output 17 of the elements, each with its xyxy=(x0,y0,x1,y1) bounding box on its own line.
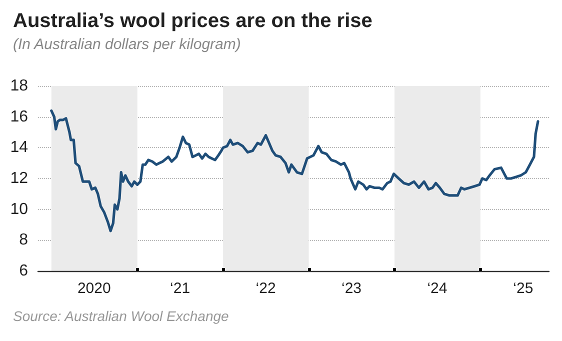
y-tick-label: 8 xyxy=(19,232,28,249)
y-tick-label: 12 xyxy=(10,170,28,187)
line-series xyxy=(50,109,540,232)
x-tick-label: ‘24 xyxy=(427,280,448,297)
x-tick-label: 2020 xyxy=(77,280,111,297)
y-tick-label: 16 xyxy=(10,108,28,126)
y-tick-label: 10 xyxy=(10,200,28,218)
x-tick-label: ‘22 xyxy=(256,280,276,297)
chart-title: Australia’s wool prices are on the rise xyxy=(13,10,372,32)
source-note: Source: Australian Wool Exchange xyxy=(13,308,230,324)
y-tick-label: 6 xyxy=(19,262,28,280)
x-tick-label: ‘23 xyxy=(341,280,362,297)
chart-subtitle: (In Australian dollars per kilogram) xyxy=(13,36,241,53)
y-tick-label: 14 xyxy=(10,139,28,156)
x-tick-label: ‘21 xyxy=(170,280,190,297)
y-tick-label: 18 xyxy=(10,78,28,94)
x-tick-label: ‘25 xyxy=(513,280,534,297)
